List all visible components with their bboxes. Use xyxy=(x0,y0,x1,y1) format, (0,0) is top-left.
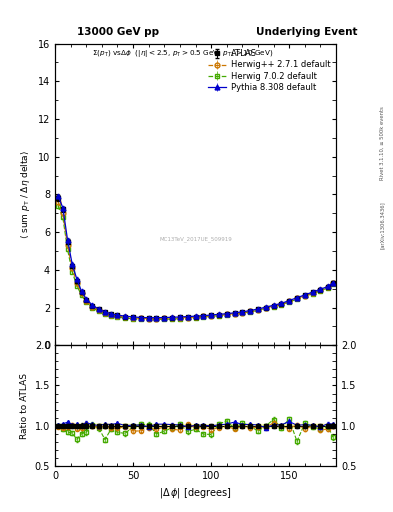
Text: Underlying Event: Underlying Event xyxy=(256,27,357,37)
Text: 13000 GeV pp: 13000 GeV pp xyxy=(77,27,159,37)
Text: $\Sigma(p_\mathrm{T})$ vs$\Delta\phi$  ($|\eta| < 2.5$, $p_\mathrm{T} > 0.5$ GeV: $\Sigma(p_\mathrm{T})$ vs$\Delta\phi$ ($… xyxy=(92,48,273,59)
X-axis label: $|\Delta\,\phi|$ [degrees]: $|\Delta\,\phi|$ [degrees] xyxy=(159,486,232,500)
Y-axis label: $\langle$ sum $p_\mathrm{T}$ / $\Delta\eta$ delta$\rangle$: $\langle$ sum $p_\mathrm{T}$ / $\Delta\e… xyxy=(19,150,32,239)
Text: [arXiv:1306.3436]: [arXiv:1306.3436] xyxy=(380,201,384,249)
Text: Rivet 3.1.10, ≥ 500k events: Rivet 3.1.10, ≥ 500k events xyxy=(380,106,384,180)
Legend: ATLAS, Herwig++ 2.7.1 default, Herwig 7.0.2 default, Pythia 8.308 default: ATLAS, Herwig++ 2.7.1 default, Herwig 7.… xyxy=(206,48,332,93)
Text: MC13TeV_2017UE_509919: MC13TeV_2017UE_509919 xyxy=(159,237,232,243)
Y-axis label: Ratio to ATLAS: Ratio to ATLAS xyxy=(20,373,29,439)
